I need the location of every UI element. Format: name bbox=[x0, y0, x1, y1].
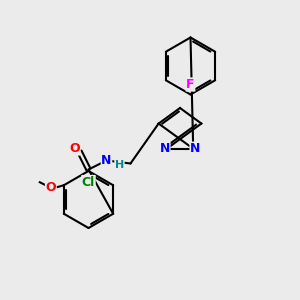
Text: F: F bbox=[186, 78, 195, 91]
Text: N: N bbox=[190, 142, 200, 155]
Text: N: N bbox=[101, 154, 112, 167]
Text: H: H bbox=[115, 160, 124, 170]
Text: Cl: Cl bbox=[82, 176, 95, 188]
Text: O: O bbox=[46, 181, 56, 194]
Text: N: N bbox=[160, 142, 170, 155]
Text: O: O bbox=[69, 142, 80, 155]
